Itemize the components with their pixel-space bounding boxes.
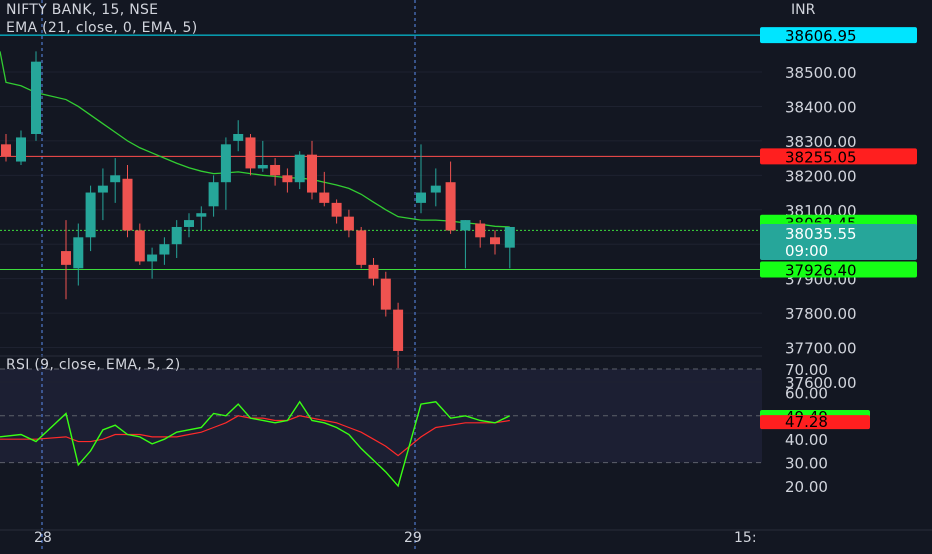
candle-body[interactable]: [122, 178, 133, 231]
candle-body[interactable]: [343, 216, 354, 231]
rsi-tick-label: 40.00: [785, 431, 828, 449]
price-tick-label: 37800.00: [785, 305, 857, 323]
ema-legend[interactable]: EMA (21, close, 0, EMA, 5): [6, 20, 198, 36]
candle-body[interactable]: [61, 251, 71, 265]
candle-body[interactable]: [307, 154, 317, 193]
candle-body[interactable]: [159, 244, 170, 255]
x-axis-label-28: 28: [34, 530, 52, 546]
candle-body[interactable]: [368, 264, 379, 279]
candle-body[interactable]: [97, 185, 108, 193]
rsi-line: [0, 400, 511, 488]
candle-body[interactable]: [270, 164, 281, 176]
candle-body[interactable]: [245, 137, 256, 169]
rsi-tick-label: 30.00: [785, 455, 828, 473]
candle-body[interactable]: [393, 309, 404, 351]
price-tag[interactable]: [760, 261, 917, 278]
candle-body[interactable]: [184, 220, 194, 227]
candle-body[interactable]: [445, 182, 456, 231]
price-tag-label: 37926.40: [785, 262, 857, 280]
candle-body[interactable]: [73, 237, 84, 269]
rsi-tick-label: 70.00: [785, 361, 828, 379]
candle-body[interactable]: [1, 144, 11, 157]
current-bar-time-label: 09:00: [785, 242, 828, 260]
current-price-tag[interactable]: [760, 223, 917, 260]
price-tag[interactable]: [760, 27, 917, 44]
candle-body[interactable]: [208, 182, 219, 207]
price-tick-label: 38500.00: [785, 64, 857, 82]
candle-body[interactable]: [233, 133, 244, 141]
currency-label: INR: [791, 2, 816, 18]
candle-body[interactable]: [31, 61, 41, 134]
candle-body[interactable]: [147, 254, 158, 262]
price-tick-label: 38400.00: [785, 98, 857, 116]
rsi-signal-line: [0, 415, 510, 457]
symbol-legend[interactable]: NIFTY BANK, 15, NSE: [6, 2, 159, 18]
x-axis-label-29: 29: [404, 530, 422, 546]
candle-body[interactable]: [504, 226, 515, 248]
candle-body[interactable]: [356, 230, 367, 265]
candle-body[interactable]: [134, 230, 145, 262]
price-tick-label: 38300.00: [785, 133, 857, 151]
candle-body[interactable]: [282, 175, 293, 183]
price-tag-label: 38255.05: [785, 148, 857, 166]
rsi-value-tag[interactable]: [760, 415, 870, 430]
price-tag-label: 38606.95: [785, 27, 857, 45]
x-axis-label-15: 15:: [734, 530, 757, 546]
candle-body[interactable]: [85, 192, 96, 238]
candle-body[interactable]: [319, 192, 330, 203]
candle-body[interactable]: [294, 154, 305, 183]
candle-body[interactable]: [110, 175, 121, 183]
candle-body[interactable]: [430, 185, 441, 193]
price-tick-label: 38200.00: [785, 167, 857, 185]
candle-body[interactable]: [196, 213, 207, 217]
candle-body[interactable]: [416, 192, 426, 203]
price-tag[interactable]: [760, 148, 917, 165]
rsi-tick-label: 20.00: [785, 478, 828, 496]
rsi-legend[interactable]: RSI (9, close, EMA, 5, 2): [6, 357, 181, 373]
candle-body[interactable]: [16, 137, 26, 162]
price-tick-label: 37600.00: [785, 374, 857, 392]
candle-body[interactable]: [490, 237, 500, 245]
candle-body[interactable]: [171, 226, 182, 245]
price-tick-label: 37700.00: [785, 340, 857, 358]
candle-body[interactable]: [220, 144, 231, 183]
candle-body[interactable]: [331, 202, 342, 217]
candle-body[interactable]: [460, 220, 471, 231]
candle-body[interactable]: [475, 223, 486, 238]
rsi-value-label: 47.28: [785, 413, 828, 431]
candle-body[interactable]: [380, 278, 391, 310]
current-price-label: 38035.55: [785, 225, 857, 243]
rsi-tick-label: 60.00: [785, 384, 828, 402]
candle-body[interactable]: [257, 164, 268, 169]
